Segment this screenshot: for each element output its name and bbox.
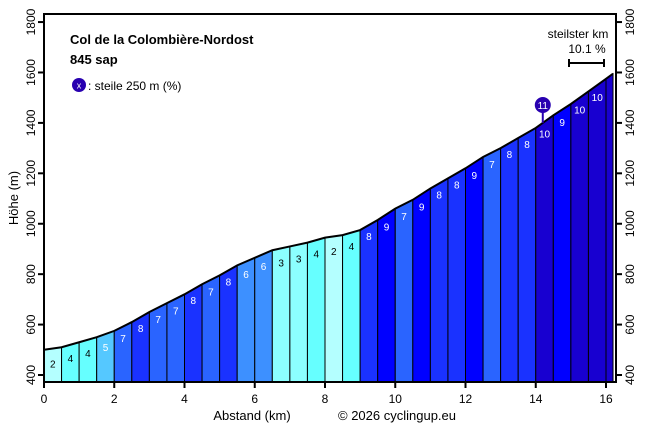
y-tick-label-right: 600 [623,314,637,334]
profile-segment [394,198,414,383]
segment-gradient-label: 2 [50,359,56,370]
steepest-km-scale-bar [568,59,605,67]
profile-segment [113,321,133,383]
marker-value: 11 [538,101,549,112]
segment-gradient-label: 9 [472,171,478,182]
plot-frame [43,13,617,383]
profile-segment [429,177,449,383]
segment-gradient-label: 9 [384,223,390,234]
chart-subtitle: 845 sap [70,52,118,67]
x-tick-label: 8 [322,392,329,406]
profile-segment [359,219,379,383]
y-tick-label-right: 1800 [623,8,637,35]
segment-gradient-label: 4 [313,250,319,261]
segment-gradient-label: 9 [559,118,565,129]
y-tick-label-right: 1000 [623,210,637,237]
y-tick-label-right: 800 [623,264,637,284]
x-tick-label: 4 [181,392,188,406]
segment-gradient-label: 7 [173,306,179,317]
y-tick-label-right: 400 [623,365,637,385]
segment-gradient-label: 7 [401,212,407,223]
segment-gradient-label: 7 [489,160,495,171]
segment-gradient-label: 5 [103,343,109,354]
profile-segment [447,167,466,383]
y-tick-label-left: 1600 [24,59,38,86]
y-tick-label-right: 1600 [623,59,637,86]
x-tick-label: 0 [41,392,48,406]
steepest-250m-marker: 11 [534,97,551,123]
segment-gradient-label: 8 [436,190,442,201]
y-tick-label-left: 800 [24,264,38,284]
segment-gradient-label: 4 [85,349,91,360]
segment-gradient-label: 2 [331,247,337,258]
profile-segment [412,187,431,383]
marker-circle-icon [534,97,551,113]
y-tick-label-right: 1400 [623,109,637,136]
segment-gradient-label: 10 [539,129,551,140]
segment-gradient-label: 8 [524,140,530,151]
segment-gradient-label: 9 [419,202,425,213]
segment-gradient-label: 8 [366,232,372,243]
profile-segment [482,147,502,383]
credit-text: © 2026 cyclingup.eu [338,408,456,423]
segment-gradient-label: 4 [349,242,355,253]
segment-gradient-label: 8 [226,277,232,288]
x-axis-label: Abstand (km) [213,408,290,423]
segment-gradient-label: 7 [155,315,161,326]
y-tick-label-left: 400 [24,365,38,385]
profile-segment [535,114,554,383]
segment-gradient-label: 4 [68,354,74,365]
segment-gradient-label: 8 [507,150,513,161]
legend-text: : steile 250 m (%) [88,79,181,93]
segment-gradient-label: 3 [278,258,284,269]
profile-segment [500,137,519,383]
profile-segment [552,103,572,383]
y-tick-label-left: 1400 [24,109,38,136]
segment-gradient-label: 8 [191,296,197,307]
y-tick-label-left: 1800 [24,8,38,35]
profile-segment [377,207,396,383]
y-tick-label-left: 1200 [24,160,38,187]
segment-gradient-label: 10 [592,93,604,104]
segment-gradient-label: 7 [120,334,126,345]
steepest-km-value: 10.1 % [568,42,606,56]
profile-segment [131,311,150,383]
legend-marker-icon [72,78,86,92]
x-tick-label: 12 [459,392,473,406]
profile-segments [43,72,614,383]
profile-segment [96,330,115,383]
profile-segment [605,72,614,383]
steepest-km-label: steilster km [548,27,609,41]
profile-segment [465,156,484,383]
segment-gradient-label: 3 [296,255,302,266]
x-tick-label: 16 [599,392,613,406]
profile-segment [587,77,607,383]
segment-gradient-label: 6 [261,262,267,273]
y-tick-label-right: 1200 [623,160,637,187]
segment-gradient-label: 8 [138,324,144,335]
x-tick-label: 14 [529,392,543,406]
x-tick-label: 10 [389,392,403,406]
segment-gradient-label: 8 [454,180,460,191]
segment-gradient-label: 6 [243,270,249,281]
y-tick-label-left: 600 [24,314,38,334]
profile-segment [517,127,537,383]
segment-gradient-label: 10 [574,105,586,116]
y-axis-label: Höhe (m) [6,171,21,225]
chart-title: Col de la Colombière-Nordost [70,32,254,47]
profile-outline [43,72,614,351]
profile-segment [570,90,589,383]
legend-marker-symbol: x [77,81,82,91]
x-tick-label: 2 [111,392,118,406]
y-tick-label-left: 1000 [24,210,38,237]
segment-gradient-label: 7 [208,287,214,298]
x-tick-label: 6 [251,392,258,406]
